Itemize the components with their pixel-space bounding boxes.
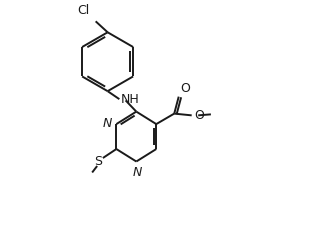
Text: S: S: [94, 154, 102, 168]
Text: N: N: [103, 117, 113, 130]
Text: N: N: [133, 166, 142, 179]
Text: O: O: [194, 109, 204, 122]
Text: O: O: [181, 82, 191, 96]
Text: Cl: Cl: [78, 4, 90, 17]
Text: NH: NH: [120, 93, 139, 106]
